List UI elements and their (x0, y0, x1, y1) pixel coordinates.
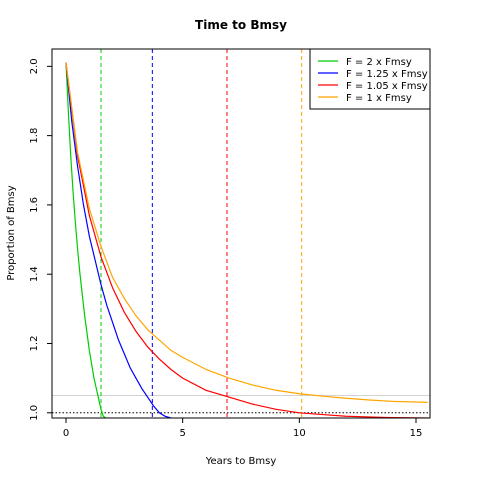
x-axis: 0 5 10 15 (63, 418, 423, 439)
plot-frame (51, 48, 431, 419)
x-tick-label: 0 (63, 428, 69, 439)
chart-title: Time to Bmsy (195, 18, 287, 32)
y-tick-label: 1.6 (29, 197, 40, 213)
series-line-3 (65, 62, 428, 404)
x-axis-label: Years to Bmsy (205, 456, 277, 467)
legend-label-3: F = 1 x Fmsy (346, 93, 412, 104)
y-axis: 1.0 1.2 1.4 1.6 1.8 2.0 (29, 58, 52, 421)
y-tick-label: 1.0 (29, 405, 40, 421)
series-line-1 (65, 62, 172, 418)
series-line-2 (65, 62, 428, 418)
x-tick-label: 5 (179, 428, 185, 439)
legend-label-1: F = 1.25 x Fmsy (346, 69, 428, 80)
legend-label-0: F = 2 x Fmsy (346, 57, 412, 68)
series-layer (65, 62, 428, 418)
time-marker-lines (100, 49, 303, 418)
y-tick-label: 1.4 (29, 266, 40, 282)
y-tick-label: 1.2 (29, 336, 40, 352)
series-line-0 (65, 62, 107, 418)
y-axis-label: Proportion of Bmsy (6, 185, 17, 280)
y-tick-label: 2.0 (29, 58, 40, 74)
legend-label-2: F = 1.05 x Fmsy (346, 81, 428, 92)
x-tick-label: 15 (410, 428, 423, 439)
legend-box (309, 48, 431, 110)
y-tick-label: 1.8 (29, 128, 40, 144)
reference-lines (52, 394, 430, 414)
x-tick-label: 10 (293, 428, 306, 439)
